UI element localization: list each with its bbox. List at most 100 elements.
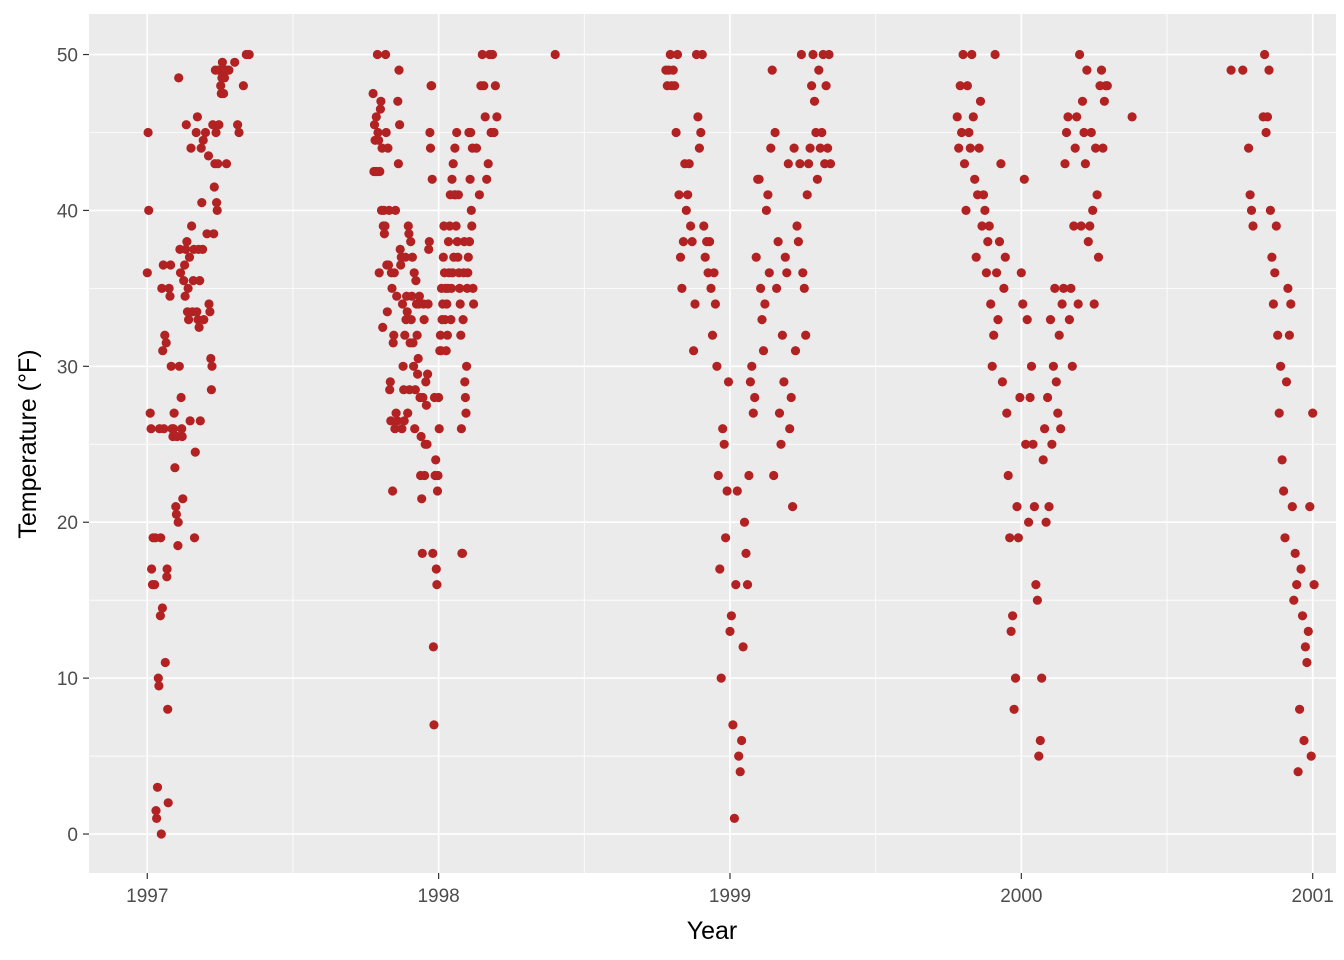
data-point bbox=[754, 174, 764, 184]
data-point bbox=[219, 73, 230, 83]
data-point bbox=[206, 353, 216, 364]
data-point bbox=[707, 330, 718, 340]
data-point bbox=[244, 49, 254, 60]
data-point bbox=[767, 65, 777, 75]
data-point bbox=[716, 673, 726, 683]
data-point bbox=[1013, 533, 1024, 543]
data-point bbox=[1044, 502, 1054, 512]
data-point bbox=[175, 268, 186, 278]
data-point bbox=[381, 127, 391, 138]
data-point bbox=[1096, 65, 1107, 75]
data-point bbox=[398, 361, 408, 371]
data-point bbox=[188, 276, 198, 286]
data-point bbox=[441, 346, 451, 356]
data-point bbox=[700, 252, 710, 262]
data-point bbox=[189, 533, 200, 543]
data-point bbox=[994, 237, 1005, 247]
data-point bbox=[144, 205, 154, 215]
data-point bbox=[1003, 470, 1013, 481]
data-point bbox=[814, 65, 824, 75]
data-point bbox=[162, 572, 172, 582]
data-point bbox=[166, 260, 176, 270]
data-point bbox=[453, 190, 463, 200]
data-point bbox=[171, 502, 181, 512]
data-point bbox=[145, 408, 155, 418]
data-point bbox=[1015, 392, 1025, 403]
data-point bbox=[1032, 595, 1042, 605]
data-point bbox=[955, 81, 965, 91]
data-point bbox=[990, 49, 1000, 60]
data-point bbox=[1035, 735, 1045, 746]
data-point bbox=[687, 237, 697, 247]
data-point bbox=[1300, 642, 1310, 652]
data-point bbox=[221, 159, 232, 169]
data-point bbox=[715, 564, 725, 574]
data-point bbox=[758, 346, 769, 356]
data-point bbox=[191, 127, 201, 138]
data-point bbox=[1069, 221, 1079, 231]
data-point bbox=[681, 205, 691, 215]
data-point bbox=[466, 205, 476, 215]
data-point bbox=[709, 268, 719, 278]
data-point bbox=[1274, 408, 1284, 418]
data-point bbox=[996, 159, 1006, 169]
data-point bbox=[390, 424, 400, 434]
data-point bbox=[420, 470, 430, 481]
data-point bbox=[425, 127, 435, 138]
data-point bbox=[230, 57, 240, 67]
data-point bbox=[1265, 205, 1275, 215]
data-point bbox=[192, 307, 202, 317]
data-point bbox=[984, 221, 994, 231]
data-point bbox=[385, 385, 395, 395]
data-point bbox=[421, 377, 431, 387]
data-point bbox=[734, 751, 744, 761]
data-point bbox=[823, 143, 833, 153]
data-point bbox=[179, 276, 189, 286]
data-point bbox=[729, 813, 740, 824]
data-point bbox=[468, 283, 478, 293]
data-point bbox=[407, 252, 417, 262]
data-point bbox=[967, 49, 977, 60]
data-point bbox=[456, 330, 466, 340]
data-point bbox=[181, 120, 191, 130]
data-point bbox=[971, 252, 981, 262]
data-point bbox=[694, 143, 705, 153]
data-point bbox=[808, 49, 818, 60]
data-point bbox=[742, 580, 753, 590]
data-point bbox=[1271, 221, 1281, 231]
data-point bbox=[378, 322, 388, 332]
data-point bbox=[413, 353, 423, 364]
data-point bbox=[466, 127, 476, 138]
data-point bbox=[457, 548, 468, 559]
data-point bbox=[1280, 533, 1290, 543]
data-point bbox=[400, 330, 410, 340]
data-point bbox=[451, 221, 461, 231]
data-point bbox=[423, 299, 433, 309]
data-point bbox=[705, 237, 715, 247]
data-point bbox=[197, 198, 207, 208]
data-point bbox=[383, 260, 394, 270]
data-point bbox=[181, 244, 191, 254]
data-point bbox=[977, 221, 987, 231]
data-point bbox=[1264, 65, 1274, 75]
data-point bbox=[396, 260, 406, 270]
data-point bbox=[993, 315, 1003, 325]
data-point bbox=[1283, 283, 1293, 293]
data-point bbox=[550, 49, 560, 60]
data-point bbox=[1002, 408, 1012, 418]
data-point bbox=[1040, 424, 1050, 434]
data-point bbox=[986, 299, 996, 309]
data-point bbox=[761, 205, 772, 215]
data-point bbox=[204, 299, 214, 309]
data-point bbox=[1099, 96, 1109, 106]
y-tick-label: 30 bbox=[57, 357, 78, 378]
data-point bbox=[424, 237, 434, 247]
data-point bbox=[458, 315, 468, 325]
data-point bbox=[427, 81, 437, 91]
data-point bbox=[1277, 455, 1287, 465]
data-point bbox=[443, 237, 454, 247]
data-point bbox=[1246, 205, 1257, 215]
data-point bbox=[435, 330, 445, 340]
data-point bbox=[203, 151, 214, 161]
